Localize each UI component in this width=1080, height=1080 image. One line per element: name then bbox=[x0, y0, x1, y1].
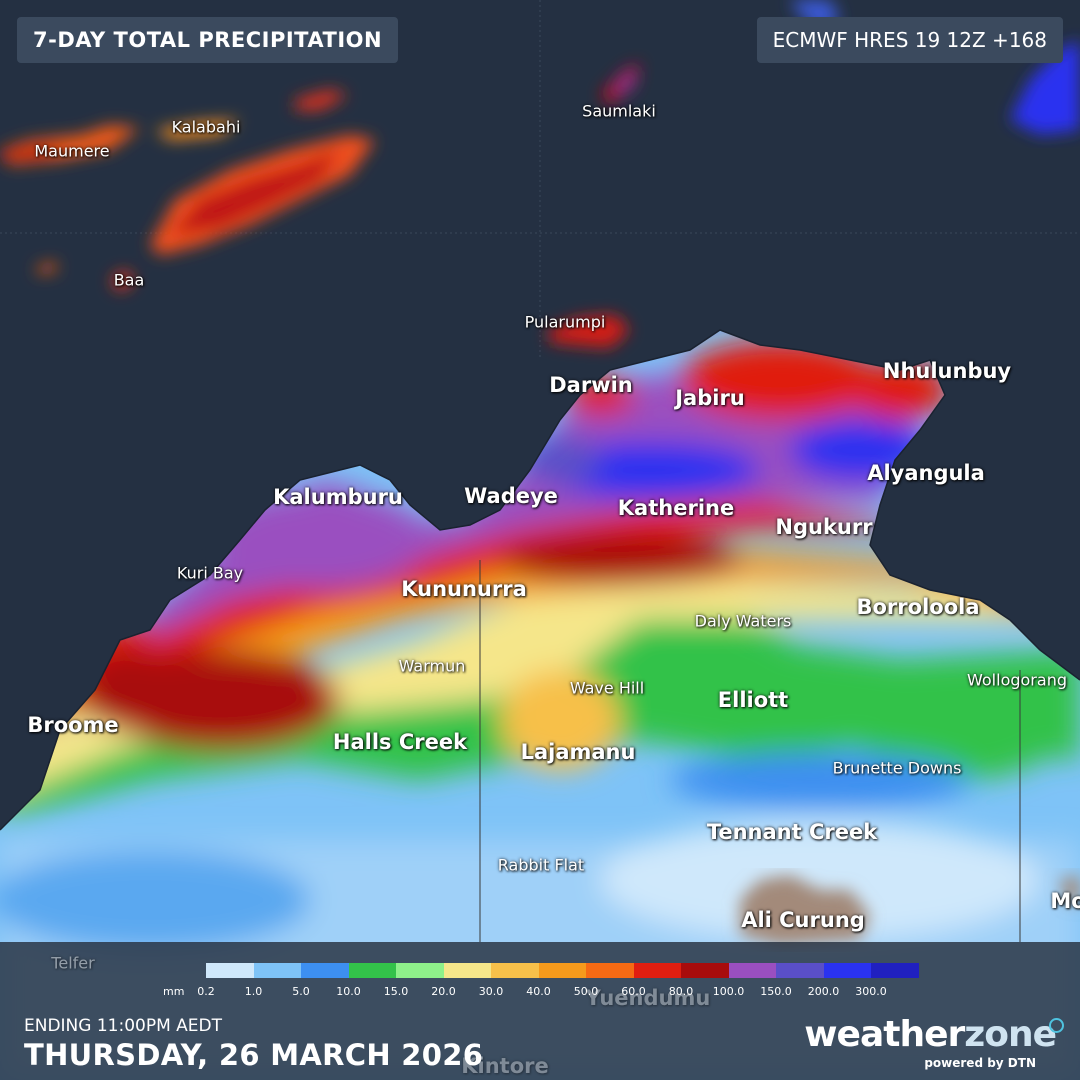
legend-unit: mm bbox=[163, 985, 185, 998]
place-label: Brunette Downs bbox=[832, 758, 962, 778]
place-label: Kalumburu bbox=[273, 485, 403, 509]
ending-time: ENDING 11:00PM AEDT bbox=[24, 1016, 223, 1036]
place-label: Rabbit Flat bbox=[497, 855, 585, 875]
legend-tick-label: 100.0 bbox=[712, 985, 745, 998]
legend-tick-label: 40.0 bbox=[526, 985, 551, 998]
place-label: Kintore bbox=[461, 1054, 549, 1078]
place-label: Halls Creek bbox=[332, 730, 468, 754]
legend-tick-label: 150.0 bbox=[760, 985, 792, 998]
place-label: Borroloola bbox=[856, 595, 980, 619]
place-label: Elliott bbox=[717, 688, 789, 712]
legend-swatch bbox=[871, 963, 919, 978]
place-label: Ali Curung bbox=[741, 908, 865, 932]
place-label: Pularumpi bbox=[524, 312, 606, 332]
legend-swatch bbox=[301, 963, 349, 978]
islands bbox=[0, 62, 640, 348]
place-label: Tennant Creek bbox=[706, 820, 878, 844]
legend-swatch bbox=[823, 963, 871, 978]
coastline bbox=[0, 329, 1080, 831]
model-run-label: ECMWF HRES 19 12Z +168 bbox=[756, 17, 1063, 63]
legend-tick-label: 300.0 bbox=[855, 985, 887, 998]
place-label: Lajamanu bbox=[520, 740, 636, 764]
legend-swatch bbox=[443, 963, 491, 978]
legend-swatch bbox=[633, 963, 681, 978]
place-label: Warmun bbox=[398, 656, 466, 676]
place-label: Saumlaki bbox=[582, 101, 656, 121]
place-label: Wave Hill bbox=[569, 678, 645, 698]
place-label: Wollogorang bbox=[967, 670, 1067, 690]
place-label: Alyangula bbox=[867, 461, 985, 485]
legend-tick-label: 5.0 bbox=[292, 985, 310, 998]
legend-tick-label: 60.0 bbox=[621, 985, 646, 998]
place-label: Telfer bbox=[51, 953, 95, 973]
place-label: Maumere bbox=[34, 141, 110, 161]
legend-swatch bbox=[253, 963, 301, 978]
powered-by: powered by DTN bbox=[924, 1056, 1036, 1070]
place-label: Ngukurr bbox=[775, 515, 873, 539]
legend-swatch bbox=[396, 963, 444, 978]
place-label: Wadeye bbox=[464, 484, 558, 508]
legend-swatch bbox=[491, 963, 539, 978]
place-label: Daly Waters bbox=[694, 611, 792, 631]
legend-tick-label: 50.0 bbox=[573, 985, 599, 998]
brand-part-b: zone bbox=[964, 1014, 1057, 1055]
place-label: Kuri Bay bbox=[176, 563, 244, 583]
place-label: Baa bbox=[113, 270, 145, 290]
place-label: Katherine bbox=[617, 496, 735, 520]
legend-tick-label: 15.0 bbox=[383, 985, 409, 998]
legend-tick-label: 200.0 bbox=[807, 985, 840, 998]
legend-swatch bbox=[681, 963, 729, 978]
legend-tick-label: 20.0 bbox=[431, 985, 456, 998]
legend-tick-label: 30.0 bbox=[478, 985, 504, 998]
weatherzone-logo: weatherzone bbox=[804, 1014, 1057, 1055]
legend-swatch bbox=[206, 963, 254, 978]
place-label: Darwin bbox=[549, 373, 633, 397]
legend-swatch bbox=[586, 963, 634, 978]
place-label: Mo bbox=[1050, 889, 1080, 913]
legend-tick-label: 10.0 bbox=[336, 985, 361, 998]
logo-dot-icon bbox=[1049, 1018, 1064, 1033]
map-title: 7-DAY TOTAL PRECIPITATION bbox=[17, 17, 399, 63]
legend-tick-label: 1.0 bbox=[244, 985, 263, 998]
place-label: Yuendumu bbox=[585, 986, 711, 1010]
legend-swatch bbox=[728, 963, 776, 978]
legend-tick-label: 80.0 bbox=[668, 985, 694, 998]
place-label: Kununurra bbox=[401, 577, 527, 601]
legend-swatch bbox=[538, 963, 586, 978]
legend-color-bar bbox=[206, 963, 919, 978]
dry-terrain bbox=[740, 875, 1080, 945]
place-label: Kalabahi bbox=[171, 117, 241, 137]
forecast-date: THURSDAY, 26 MARCH 2026 bbox=[24, 1038, 484, 1072]
place-label: Broome bbox=[27, 713, 119, 737]
place-label: Nhulunbuy bbox=[882, 359, 1012, 383]
brand-part-a: weather bbox=[804, 1014, 965, 1055]
legend-tick-label: 0.2 bbox=[197, 985, 215, 998]
legend-swatch bbox=[348, 963, 396, 978]
legend-swatch bbox=[776, 963, 824, 978]
place-label: Jabiru bbox=[675, 386, 745, 410]
